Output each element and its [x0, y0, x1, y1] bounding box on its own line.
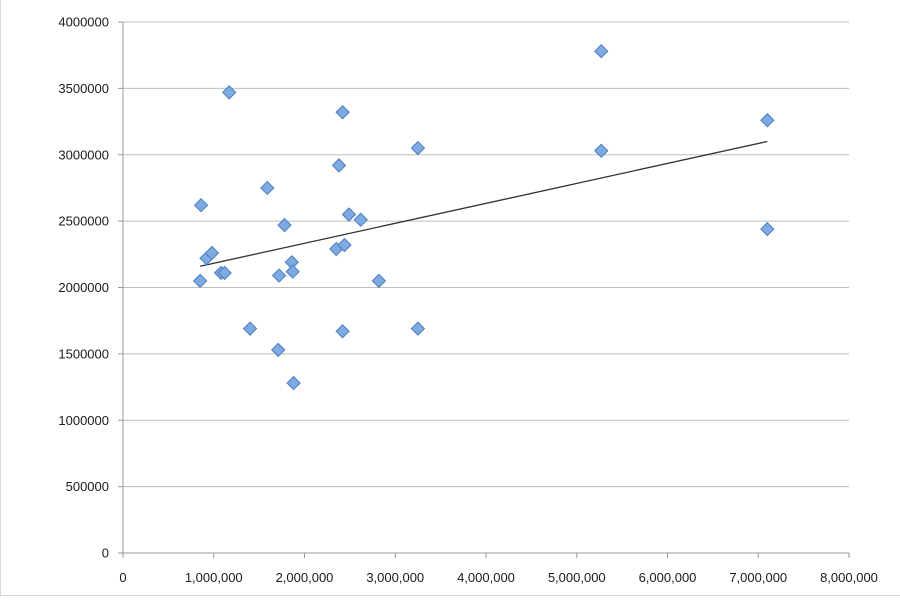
data-point-marker	[594, 43, 609, 59]
y-tick-label: 1000000	[58, 413, 109, 428]
data-point-marker	[331, 158, 347, 173]
x-tick-label: 4,000,000	[457, 570, 515, 585]
data-point-marker	[337, 237, 352, 253]
data-point-marker	[242, 321, 258, 336]
y-tick-label: 4000000	[58, 15, 109, 30]
data-point-marker	[285, 264, 300, 279]
gridlines	[123, 21, 849, 488]
data-point-marker	[410, 321, 426, 336]
data-point-marker	[760, 113, 775, 128]
y-tick-label: 0	[102, 546, 109, 561]
data-point-marker	[204, 245, 220, 261]
data-point-marker	[760, 221, 775, 237]
y-tick-label: 2000000	[58, 280, 109, 295]
data-point-marker	[270, 342, 286, 358]
data-point-marker	[341, 207, 357, 222]
data-points	[192, 43, 775, 391]
x-axis-tick-labels: 0 1,000,000 2,000,000 3,000,000 4,000,000 5,0…	[119, 570, 878, 585]
trendline	[199, 140, 768, 267]
x-tick-label: 5,000,000	[548, 570, 606, 585]
y-axis-tick-labels: 0 500000 1000000 1500000 2000000 2500000 30000…	[58, 15, 109, 561]
trendline-layer	[199, 140, 768, 267]
data-point-marker	[594, 143, 609, 158]
x-tick-label: 1,000,000	[185, 570, 243, 585]
x-tick-label: 8,000,000	[820, 570, 878, 585]
y-tick-label: 500000	[66, 479, 109, 494]
data-point-marker	[335, 324, 350, 339]
x-tick-label: 0	[119, 570, 126, 585]
data-point-marker	[277, 217, 292, 233]
x-tick-label: 3,000,000	[366, 570, 424, 585]
y-tick-label: 1500000	[58, 346, 109, 361]
data-point-marker	[271, 268, 287, 283]
data-point-marker	[335, 105, 350, 120]
axes	[118, 21, 850, 558]
data-point-marker	[192, 273, 208, 289]
x-tick-label: 7,000,000	[729, 570, 787, 585]
y-tick-label: 2500000	[58, 214, 109, 229]
data-point-marker	[193, 197, 209, 213]
data-point-marker	[371, 273, 387, 289]
data-point-marker	[410, 140, 426, 156]
x-tick-label: 6,000,000	[639, 570, 697, 585]
y-tick-label: 3000000	[58, 147, 109, 162]
data-point-marker	[353, 212, 368, 228]
data-point-marker	[217, 265, 232, 281]
x-tick-label: 2,000,000	[276, 570, 334, 585]
y-tick-label: 3500000	[58, 81, 109, 96]
data-point-marker	[260, 180, 275, 196]
data-point-marker	[286, 375, 301, 391]
data-point-marker	[221, 85, 237, 100]
